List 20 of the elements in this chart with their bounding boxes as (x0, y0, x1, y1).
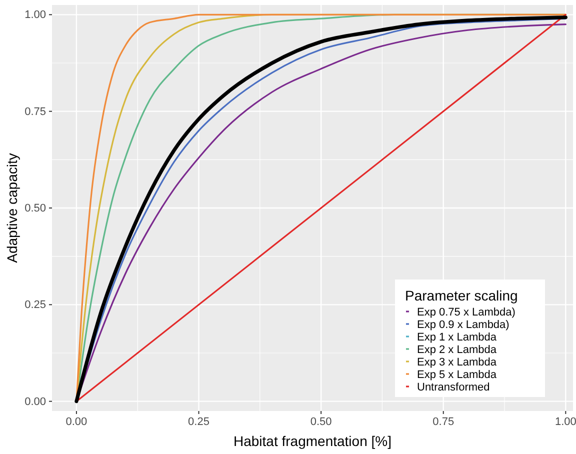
x-tick-label: 0.25 (188, 416, 210, 428)
y-tick-label: 1.00 (24, 9, 46, 22)
legend-title: Parameter scaling (405, 288, 518, 304)
y-tick-label: 0.75 (24, 106, 46, 118)
legend-label: Untransformed (417, 382, 490, 394)
x-axis-title: Habitat fragmentation [%] (234, 433, 392, 449)
legend-label: Exp 0.75 x Lambda) (417, 306, 516, 318)
x-tick-label: 1.00 (554, 416, 576, 428)
y-tick-label: 0.00 (24, 396, 46, 408)
legend-label: Exp 3 x Lambda (417, 356, 498, 368)
legend-label: Exp 2 x Lambda (417, 344, 498, 356)
y-axis-title: Adaptive capacity (4, 153, 20, 263)
y-tick-label: 0.50 (24, 202, 46, 215)
legend-label: Exp 0.9 x Lambda) (417, 319, 510, 331)
legend-label: Exp 1 x Lambda (417, 332, 498, 344)
x-tick-label: 0.75 (432, 416, 454, 428)
x-tick-label: 0.00 (66, 416, 88, 428)
y-tick-label: 0.25 (24, 299, 46, 312)
x-tick-label: 0.50 (310, 416, 332, 428)
legend-label: Exp 5 x Lambda (417, 369, 498, 381)
